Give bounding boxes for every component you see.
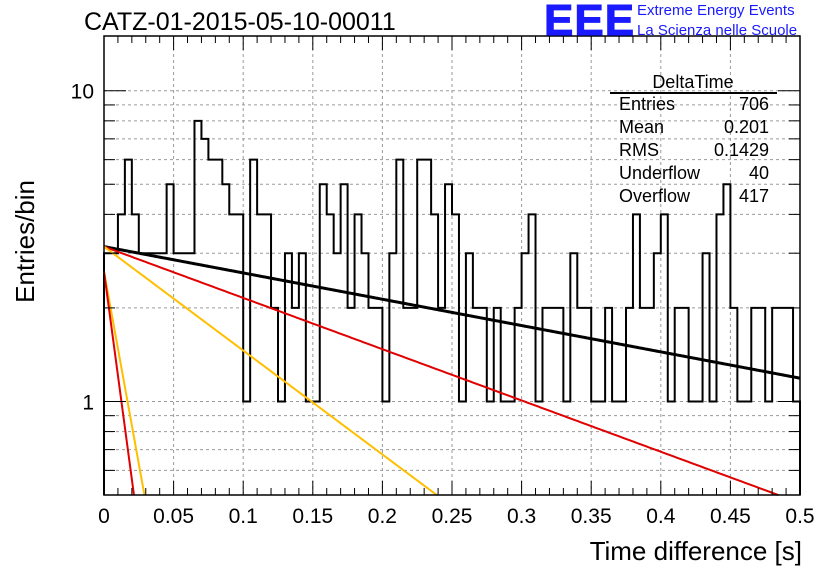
x-tick-label: 0.25: [432, 505, 473, 528]
stats-row-label: Entries: [619, 94, 675, 114]
stats-row-label: Overflow: [619, 186, 691, 206]
stats-box: DeltaTime Entries 706 Mean 0.201 RMS 0.1429 Un…: [610, 72, 777, 206]
logo-line-1: Extreme Energy Events: [637, 2, 795, 19]
x-tick-label: 0.35: [571, 505, 612, 528]
x-tick-label: 0.3: [507, 505, 536, 528]
stats-row-value: 40: [749, 163, 769, 183]
y-axis-ticks: 1 10: [71, 81, 800, 471]
x-tick-label: 0.05: [153, 505, 194, 528]
fit-curve-4: [103, 271, 146, 496]
chart-title: CATZ-01-2015-05-10-00011: [84, 8, 396, 36]
stats-row-label: Underflow: [619, 163, 701, 183]
x-axis-label: Time difference [s]: [590, 536, 802, 566]
eee-logo: EEE: [543, 0, 636, 46]
stats-row-label: Mean: [619, 117, 664, 137]
grid-lines: [104, 36, 800, 495]
fit-curve-5: [103, 271, 135, 496]
histogram-outline: [103, 119, 801, 495]
y-tick-label: 10: [71, 81, 94, 104]
histogram-bars: [103, 119, 801, 495]
y-axis-label: Entries/bin: [10, 180, 40, 303]
y-tick-label: 1: [82, 391, 94, 414]
stats-row-value: 0.201: [724, 117, 769, 137]
x-tick-label: 0: [98, 505, 110, 528]
x-tick-label: 0.5: [785, 505, 814, 528]
stats-row-value: 417: [739, 186, 769, 206]
stats-row-value: 0.1429: [714, 140, 769, 160]
logo-line-2: La Scienza nelle Scuole: [637, 22, 798, 39]
stats-title: DeltaTime: [652, 72, 733, 92]
fit-curve-2: [103, 245, 779, 496]
fit-curve-3: [103, 245, 438, 496]
x-tick-label: 0.4: [646, 505, 676, 528]
x-tick-label: 0.2: [368, 505, 397, 528]
fit-curves: [103, 245, 801, 496]
x-tick-label: 0.15: [292, 505, 333, 528]
stats-row-value: 706: [739, 94, 769, 114]
x-axis-ticks: 0 0.05 0.1 0.15 0.2 0.25 0.3 0.35 0.4 0.45 0.5: [98, 36, 815, 528]
x-tick-label: 0.45: [710, 505, 751, 528]
fit-curve-1: [103, 245, 801, 380]
stats-row-label: RMS: [619, 140, 659, 160]
x-tick-label: 0.1: [229, 505, 258, 528]
